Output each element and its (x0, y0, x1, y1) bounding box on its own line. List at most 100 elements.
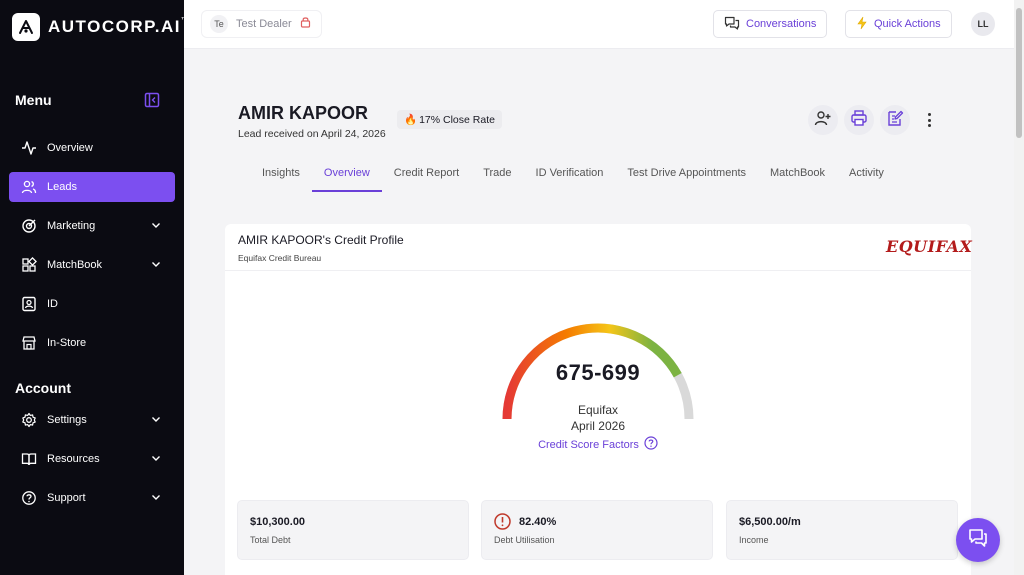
chevron-down-icon (152, 417, 160, 422)
sidebar-item-matchbook[interactable]: MatchBook (9, 250, 175, 280)
quick-actions-button[interactable]: Quick Actions (845, 10, 952, 38)
more-options-icon[interactable] (922, 111, 936, 129)
equifax-logo: EQUIFAX (886, 237, 973, 256)
sidebar-item-label: ID (47, 298, 58, 310)
add-user-button[interactable] (808, 105, 838, 135)
fire-icon: 🔥 (404, 114, 418, 126)
sidebar-item-label: In-Store (47, 337, 87, 349)
close-rate-label: 17% Close Rate (419, 113, 495, 126)
conversations-label: Conversations (746, 18, 817, 30)
stat-label: Income (739, 535, 769, 545)
sidebar-item-id[interactable]: ID (9, 289, 175, 319)
sidebar-item-marketing[interactable]: Marketing (9, 211, 175, 241)
sidebar-item-label: MatchBook (47, 259, 103, 271)
sidebar-item-label: Leads (47, 181, 77, 193)
collapse-sidebar-icon[interactable] (144, 92, 160, 108)
sidebar-item-label: Resources (47, 453, 100, 465)
tab-overview[interactable]: Overview (311, 160, 382, 192)
main-content: AMIR KAPOOR 🔥 17% Close Rate Lead receiv… (184, 49, 1014, 575)
tab-activity[interactable]: Activity (849, 167, 884, 179)
stat-debt-utilisation: 82.40% Debt Utilisation (481, 500, 713, 560)
chevron-down-icon (152, 262, 160, 267)
sidebar-item-label: Overview (47, 142, 93, 154)
stat-income: $6,500.00/m Income (726, 500, 958, 560)
help-icon (644, 436, 658, 453)
tab-credit-report[interactable]: Credit Report (393, 167, 460, 179)
printer-icon (850, 109, 868, 132)
sidebar-item-overview[interactable]: Overview (9, 133, 175, 163)
top-bar: Te Test Dealer Conversations Quick Actio… (184, 0, 1014, 49)
chat-icon (967, 527, 989, 554)
help-icon (21, 490, 37, 506)
sidebar-item-support[interactable]: Support (9, 483, 175, 513)
credit-bureau-subtitle: Equifax Credit Bureau (238, 253, 322, 263)
credit-profile-card: AMIR KAPOOR's Credit Profile Equifax Cre… (225, 224, 973, 575)
chevron-down-icon (152, 495, 160, 500)
sidebar-item-in-store[interactable]: In-Store (9, 328, 175, 358)
tab-matchbook[interactable]: MatchBook (770, 167, 826, 179)
tab-test-drive-appointments[interactable]: Test Drive Appointments (627, 167, 747, 179)
credit-profile-title: AMIR KAPOOR's Credit Profile (238, 233, 404, 247)
close-rate-badge: 🔥 17% Close Rate (397, 110, 502, 129)
tab-trade[interactable]: Trade (483, 167, 512, 179)
dealer-name: Test Dealer (236, 18, 292, 30)
stat-value: $10,300.00 (250, 516, 306, 528)
lead-received-date: Lead received on April 24, 2026 (238, 128, 386, 140)
lightning-icon (856, 16, 868, 33)
credit-profile-header: AMIR KAPOOR's Credit Profile Equifax Cre… (225, 224, 973, 271)
id-card-icon (21, 296, 37, 312)
target-icon (21, 218, 37, 234)
activity-icon (21, 140, 37, 156)
credit-score-date: April 2026 (570, 419, 626, 433)
sidebar-item-settings[interactable]: Settings (9, 405, 175, 435)
dealer-avatar: Te (210, 15, 228, 33)
lock-icon (300, 15, 311, 33)
lead-name: AMIR KAPOOR (238, 103, 368, 123)
user-avatar[interactable]: LL (971, 12, 995, 36)
menu-title: Menu (15, 92, 52, 108)
account-section-title: Account (15, 380, 71, 396)
menu-header: Menu (15, 92, 160, 108)
gear-icon (21, 412, 37, 428)
lead-tabs: Insights Overview Credit Report Trade ID… (250, 160, 896, 192)
chevron-down-icon (152, 456, 160, 461)
sidebar: AUTOCORP.AI™ Menu Overview Leads Marketi… (0, 0, 188, 575)
credit-bureau-name: Equifax (577, 403, 619, 417)
stat-label: Debt Utilisation (494, 535, 555, 545)
chevron-down-icon (152, 223, 160, 228)
scrollbar-thumb[interactable] (1016, 8, 1022, 138)
chat-fab-button[interactable] (956, 518, 1000, 562)
book-icon (21, 451, 37, 467)
gauge-fill (502, 323, 682, 420)
sidebar-item-label: Support (47, 492, 86, 504)
notes-button[interactable] (880, 105, 910, 135)
grid-icon (21, 257, 37, 273)
print-button[interactable] (844, 105, 874, 135)
conversations-icon (724, 16, 740, 33)
autocorp-logo-icon (12, 13, 40, 41)
warning-icon (494, 513, 511, 530)
credit-score-range: 675-699 (555, 360, 641, 385)
sidebar-item-label: Settings (47, 414, 87, 426)
users-icon (21, 179, 37, 195)
sidebar-item-leads[interactable]: Leads (9, 172, 175, 202)
stat-total-debt: $10,300.00 Total Debt (237, 500, 469, 560)
dealer-selector[interactable]: Te Test Dealer (201, 10, 322, 38)
conversations-button[interactable]: Conversations (713, 10, 828, 38)
credit-score-factors-label: Credit Score Factors (538, 438, 639, 451)
edit-notes-icon (886, 109, 904, 132)
add-user-icon (814, 109, 832, 132)
sidebar-item-label: Marketing (47, 220, 96, 232)
store-icon (21, 335, 37, 351)
stat-value: $6,500.00/m (739, 516, 801, 528)
credit-score-factors-link[interactable]: Credit Score Factors (500, 436, 696, 453)
stat-value: 82.40% (519, 516, 557, 528)
brand-name: AUTOCORP.AI™ (48, 17, 188, 36)
quick-actions-label: Quick Actions (874, 18, 941, 30)
brand[interactable]: AUTOCORP.AI™ (12, 13, 190, 41)
page-scrollbar[interactable] (1014, 0, 1024, 575)
tab-insights[interactable]: Insights (262, 167, 300, 179)
sidebar-item-resources[interactable]: Resources (9, 444, 175, 474)
credit-score-gauge (502, 323, 694, 420)
tab-id-verification[interactable]: ID Verification (535, 167, 604, 179)
